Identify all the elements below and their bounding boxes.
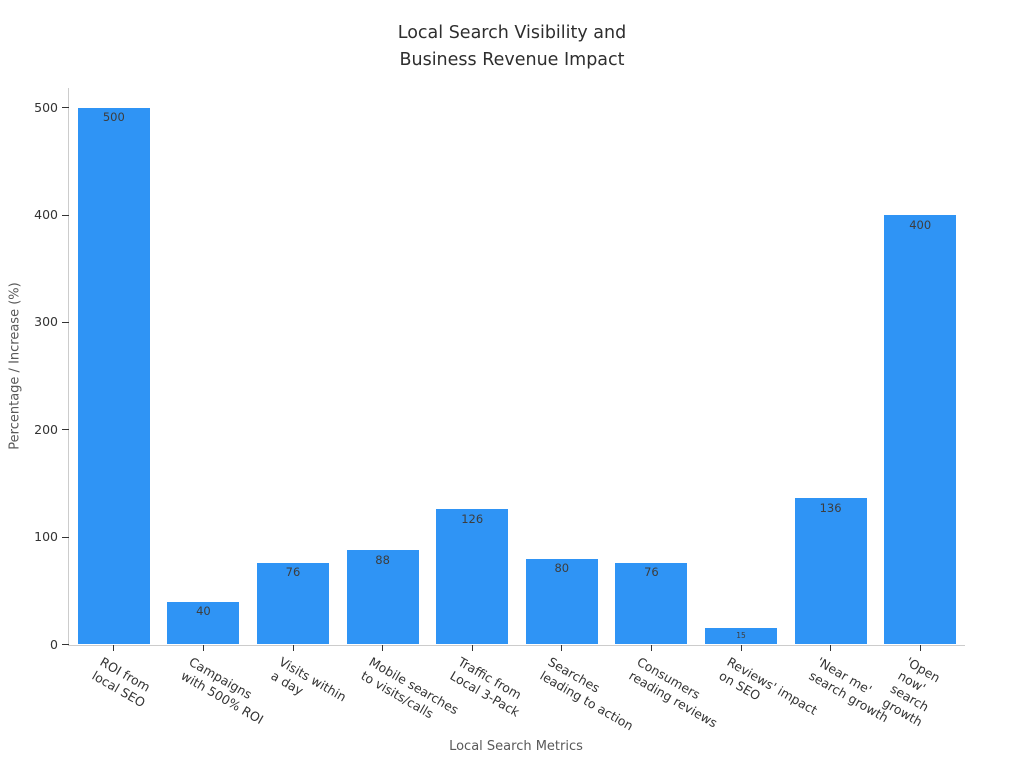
x-tick-mark: [830, 644, 832, 651]
x-tick-label: Campaigns with 500% ROI: [179, 653, 267, 727]
bar: [615, 562, 688, 645]
y-tick-mark: [62, 107, 69, 109]
plot-area: 0 100 200 300 400 500 500 ROI from local SEO 40 C…: [34, 88, 965, 732]
y-tick-mark: [62, 429, 69, 431]
x-tick-label: Consumers reading reviews: [627, 653, 721, 730]
bar-value-label: 400: [909, 217, 932, 232]
bar: [77, 107, 150, 645]
bar-value-label: 88: [375, 552, 390, 567]
y-tick-mark: [62, 644, 69, 645]
x-tick-label: Visits within a day: [268, 653, 349, 705]
bar-value-label: 76: [644, 565, 659, 580]
x-tick-mark: [471, 644, 473, 651]
bar: [436, 509, 509, 645]
x-tick-label: ROI from local SEO: [89, 653, 153, 710]
chart-title: Local Search Visibility and Business Rev…: [397, 23, 627, 70]
y-tick-label: 300: [34, 314, 58, 330]
x-tick-label: 'Near me' search growth: [806, 653, 891, 725]
bar: [346, 550, 419, 645]
x-tick-mark: [650, 644, 652, 651]
y-tick-label: 400: [34, 207, 58, 223]
bar: [705, 628, 777, 645]
x-tick-mark: [740, 644, 742, 651]
x-tick-label: Reviews' impact on SEO: [716, 653, 820, 718]
bar-value-label: 500: [102, 110, 125, 125]
x-tick-label: Traffic from Local 3-Pack: [447, 653, 525, 719]
bar: [167, 601, 240, 645]
y-tick-label: 500: [34, 99, 58, 115]
bar-value-label: 80: [554, 561, 570, 576]
x-tick-label: 'Open now' search growth: [880, 653, 944, 729]
y-tick-mark: [62, 321, 69, 323]
bar-value-label: 126: [461, 511, 484, 526]
x-tick-mark: [919, 644, 921, 651]
x-tick-mark: [113, 644, 115, 651]
y-tick-mark: [62, 536, 69, 538]
bar-value-label: 15: [736, 630, 746, 640]
y-tick-label: 200: [34, 421, 58, 437]
bar-value-label: 76: [285, 565, 301, 580]
bar: [794, 498, 867, 645]
y-tick-label: 0: [50, 636, 58, 652]
y-tick-mark: [62, 214, 69, 216]
x-tick-mark: [561, 644, 563, 651]
x-tick-mark: [292, 644, 294, 651]
x-tick-mark: [382, 644, 384, 651]
x-tick-label: Mobile searches to visits/calls: [358, 653, 461, 721]
bar-value-label: 136: [819, 500, 842, 515]
x-tick-label: Searches leading to action: [537, 653, 637, 733]
y-tick-label: 100: [34, 529, 58, 545]
bar: [884, 215, 957, 645]
bar-value-label: 40: [196, 604, 211, 619]
bar: [257, 562, 329, 645]
x-axis-label: Local Search Metrics: [449, 739, 583, 754]
bar: [525, 558, 598, 645]
x-tick-mark: [202, 644, 204, 651]
